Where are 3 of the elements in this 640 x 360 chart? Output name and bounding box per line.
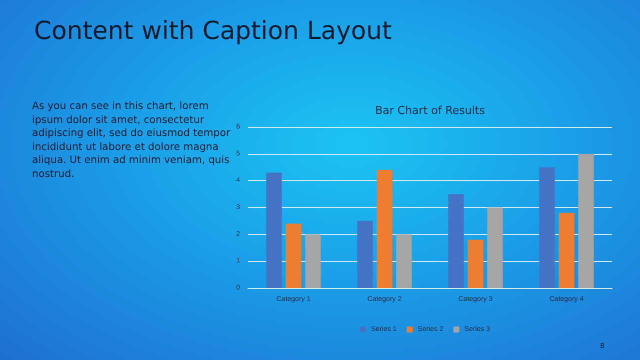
text: Content with Caption Layout <box>34 16 392 45</box>
chart-title: Bar Chart of Results <box>375 104 486 117</box>
text: As you can see in this chart, lorem ipsum dolor sit amet, consectetur adipiscing elit, sed do eiusmod tempor incididunt ut labore et dolore magna aliqua. Ut enim ad minim veniam, quis nostrud. <box>32 100 232 181</box>
